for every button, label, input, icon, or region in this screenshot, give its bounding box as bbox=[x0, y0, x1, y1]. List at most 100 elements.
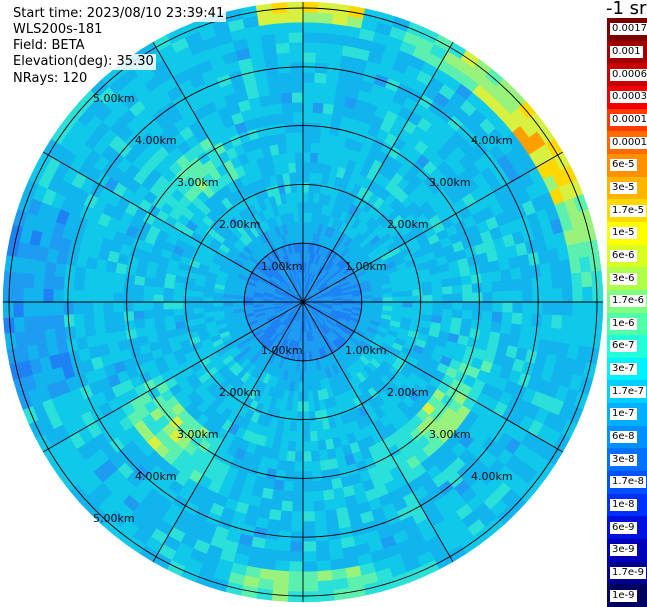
beta-cell bbox=[271, 102, 284, 115]
beta-cell bbox=[302, 491, 314, 503]
beta-cell bbox=[172, 301, 184, 310]
beta-cell bbox=[522, 289, 534, 303]
beta-cell bbox=[12, 301, 24, 318]
beta-cell bbox=[295, 161, 304, 173]
beta-cell bbox=[302, 201, 309, 213]
beta-cell bbox=[266, 518, 281, 531]
range-ring-label-r5: 5.00km bbox=[93, 512, 135, 525]
colorbar-tick-label: 1.7e-9 bbox=[610, 567, 647, 580]
beta-cell bbox=[298, 231, 304, 243]
beta-cell bbox=[152, 301, 164, 311]
beta-cell bbox=[311, 470, 323, 483]
beta-cell bbox=[82, 290, 94, 303]
beta-cell bbox=[317, 580, 334, 592]
beta-cell bbox=[222, 301, 234, 307]
beta-cell bbox=[452, 293, 464, 303]
beta-cell bbox=[23, 315, 35, 332]
beta-cell bbox=[202, 296, 214, 303]
beta-cell bbox=[103, 311, 115, 324]
start-time-label: Start time: 2023/08/10 23:39:41 bbox=[11, 6, 227, 22]
beta-cell bbox=[276, 52, 291, 64]
beta-cell bbox=[441, 308, 454, 319]
beta-cell bbox=[286, 591, 304, 603]
beta-cell bbox=[286, 1, 304, 13]
beta-cell bbox=[461, 283, 474, 294]
colorbar-tick-label: 1e-7 bbox=[610, 408, 637, 421]
beta-cell bbox=[480, 271, 493, 284]
beta-cell bbox=[321, 112, 334, 125]
beta-cell bbox=[302, 511, 315, 523]
colorbar-tick-label: 1.7e-5 bbox=[610, 204, 647, 217]
beta-cell bbox=[152, 285, 165, 296]
beta-cell bbox=[572, 301, 584, 317]
beta-cell bbox=[512, 290, 524, 303]
ppi-plot: 1.00km 1.00km 1.00km 1.00km 2.00km 2.00km 2.00… bbox=[2, 1, 604, 603]
beta-cell bbox=[519, 265, 532, 280]
beta-cell bbox=[431, 287, 444, 296]
beta-cell bbox=[302, 21, 318, 33]
beta-cell bbox=[372, 297, 384, 303]
beta-cell bbox=[302, 471, 313, 483]
beta-cell bbox=[392, 301, 404, 308]
beta-cell bbox=[302, 71, 316, 83]
beta-cell bbox=[468, 264, 482, 276]
beta-cell bbox=[122, 292, 134, 303]
beta-cell bbox=[582, 301, 594, 318]
beta-cell bbox=[317, 439, 327, 452]
beta-cell bbox=[22, 287, 34, 303]
beta-cell bbox=[302, 161, 311, 173]
beta-cell bbox=[269, 499, 283, 512]
beta-cell bbox=[292, 491, 304, 503]
beta-cell bbox=[113, 320, 126, 333]
beta-cell bbox=[289, 171, 298, 184]
beta-cell bbox=[490, 321, 503, 334]
beta-cell bbox=[74, 265, 87, 280]
range-ring-label-r1: 1.00km bbox=[345, 260, 387, 273]
beta-cell bbox=[293, 461, 304, 473]
beta-cell bbox=[285, 450, 296, 463]
beta-cell bbox=[561, 315, 573, 331]
beta-cell bbox=[325, 73, 340, 86]
beta-cell bbox=[521, 313, 533, 327]
beta-cell bbox=[316, 32, 332, 44]
beta-cell bbox=[291, 191, 299, 203]
beta-cell bbox=[470, 273, 483, 285]
beta-cell bbox=[472, 301, 484, 312]
beta-cell bbox=[314, 72, 328, 84]
colorbar-unit-label: -1 sr bbox=[606, 0, 647, 19]
beta-cell bbox=[294, 441, 304, 453]
beta-cell bbox=[324, 82, 338, 96]
beta-cell bbox=[551, 274, 563, 290]
beta-cell bbox=[461, 310, 474, 321]
range-ring-label-r3: 3.00km bbox=[429, 428, 471, 441]
beta-cell bbox=[302, 421, 311, 433]
beta-cell bbox=[362, 297, 374, 303]
beta-cell bbox=[202, 301, 214, 308]
beta-cell bbox=[462, 301, 474, 312]
beta-cell bbox=[291, 81, 304, 93]
beta-cell bbox=[562, 301, 574, 317]
beta-cell bbox=[273, 570, 290, 582]
beta-cell bbox=[172, 294, 184, 303]
beta-cell bbox=[309, 161, 318, 174]
colorbar-tick-label: 3e-6 bbox=[610, 272, 637, 285]
beta-cell bbox=[290, 521, 304, 533]
beta-cell bbox=[73, 313, 85, 327]
beta-cell bbox=[482, 291, 494, 303]
beta-cell bbox=[83, 267, 97, 281]
beta-cell bbox=[53, 314, 65, 329]
beta-cell bbox=[491, 280, 503, 293]
beta-cell bbox=[302, 121, 313, 133]
range-ring-label-r1: 1.00km bbox=[345, 344, 387, 357]
beta-cell bbox=[122, 282, 135, 294]
beta-cell bbox=[302, 411, 310, 423]
beta-cell bbox=[519, 324, 532, 339]
beta-cell bbox=[302, 451, 312, 463]
beta-cell bbox=[296, 411, 304, 423]
beta-cell bbox=[277, 142, 288, 155]
beta-cell bbox=[268, 82, 282, 96]
beta-cell bbox=[83, 278, 95, 292]
beta-cell bbox=[492, 291, 504, 303]
beta-cell bbox=[302, 151, 312, 163]
beta-cell bbox=[290, 71, 304, 83]
